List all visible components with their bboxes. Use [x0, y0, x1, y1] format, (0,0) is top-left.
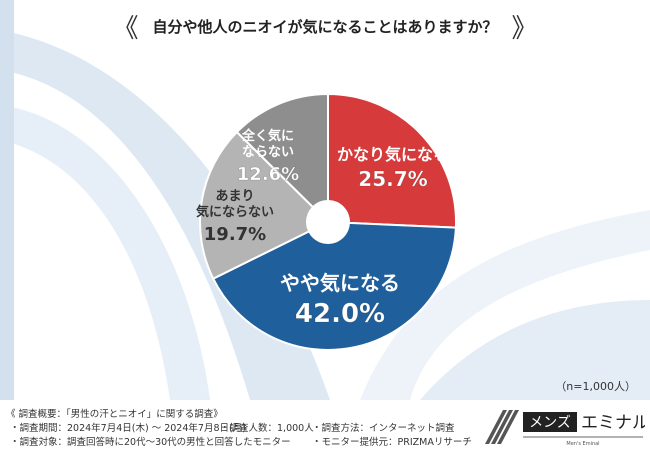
survey-heading: 《 調査概要：「男性の汗とニオイ」に関する調査》: [6, 409, 223, 420]
title-text: 自分や他人のニオイが気になることはありますか？: [152, 18, 498, 36]
bracket-right-icon: 》: [511, 14, 538, 44]
svg-text:エミナル: エミナル: [581, 413, 645, 433]
slice-label: やや気になる: [280, 271, 400, 295]
survey-period: ・調査期間：2024年7月4日(木) ～ 2024年7月8日(月): [10, 423, 246, 434]
slice-label: 全く気にならない: [241, 128, 294, 160]
svg-text:メンズ: メンズ: [529, 415, 571, 431]
slice-value: 12.6%: [237, 164, 299, 185]
slice-value: 25.7%: [358, 167, 427, 191]
sample-size: （n=1,000人）: [555, 380, 636, 393]
survey-method: ・調査方法：インターネット調査: [312, 423, 455, 434]
pie-slice-1: [211, 220, 457, 351]
bracket-left-icon: 《: [112, 14, 139, 44]
pie-slice-0: [327, 92, 457, 229]
survey-count: ・調査人数：1,000人: [220, 423, 314, 434]
slice-value: 42.0%: [295, 299, 385, 329]
slice-label: あまり気にならない: [196, 189, 274, 220]
slice-value: 19.7%: [204, 224, 266, 245]
donut-hole: [306, 200, 350, 244]
pie-slice-2: [199, 130, 330, 281]
brand-logo: メンズ エミナル Men's Eminal: [485, 410, 645, 447]
svg-text:Men's Eminal: Men's Eminal: [566, 441, 599, 447]
slice-label: かなり気になる: [337, 145, 449, 164]
survey-provider: ・モニター提供元：PRIZMAリサーチ: [312, 437, 472, 448]
chart-title: 《自分や他人のニオイが気になることはありますか？ 》: [0, 8, 650, 45]
pie-slice-3: [235, 92, 329, 225]
survey-target: ・調査対象：調査回答時に20代～30代の男性と回答したモニター: [10, 437, 291, 448]
